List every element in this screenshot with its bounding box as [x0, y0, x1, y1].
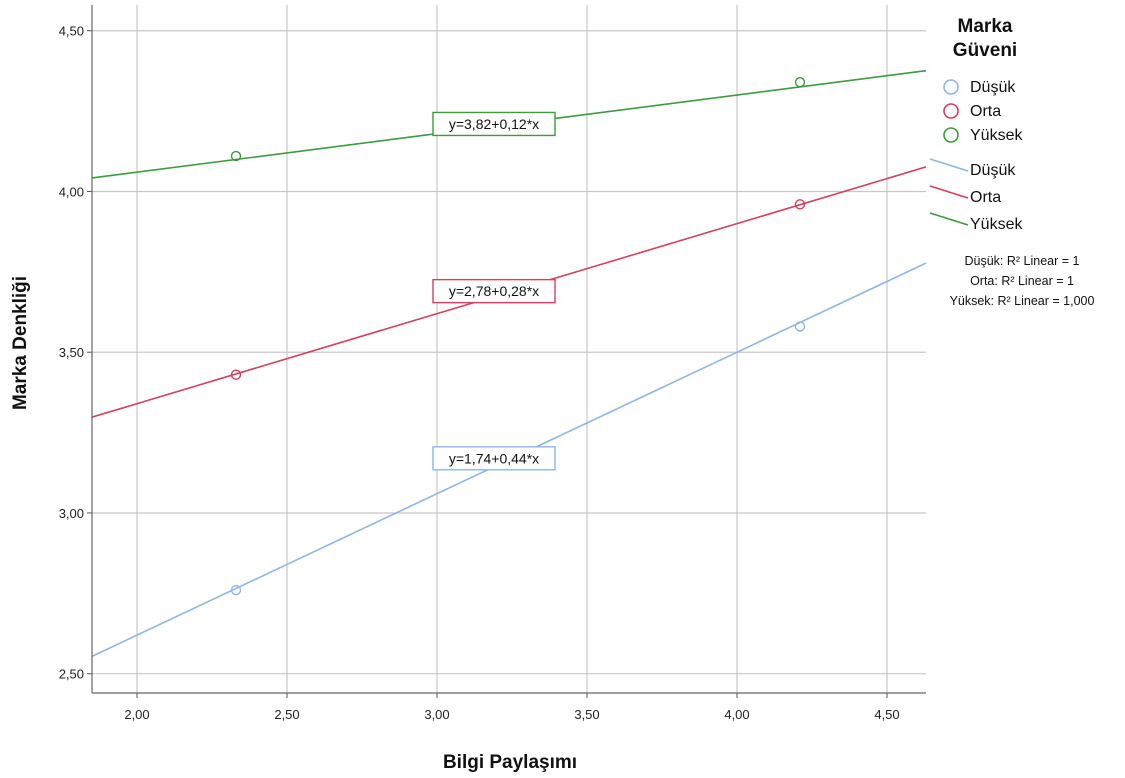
equation-box: [432, 278, 556, 304]
equation-label: y=3,82+0,12*x: [449, 116, 539, 132]
y-tick-label: 4,50: [59, 24, 84, 39]
x-tick-label: 2,50: [274, 707, 299, 722]
legend-line-symbol: [929, 185, 969, 199]
grid: [92, 5, 926, 693]
legend-label: Orta: [970, 189, 1001, 206]
x-tick-label: 2,00: [124, 707, 149, 722]
x-tick-label: 3,50: [574, 707, 599, 722]
legend-line-symbol: [929, 212, 969, 226]
y-tick-label: 3,50: [59, 345, 84, 360]
legend-label: Düşük: [970, 162, 1016, 179]
fit-lines: [91, 69, 927, 658]
data-point: [794, 76, 806, 88]
legend: Marka Güveni Düşük Orta Yüksek Düşük Orta Yükse…: [929, 16, 1095, 308]
legend-label: Yüksek: [970, 216, 1023, 233]
equation-label: y=2,78+0,28*x: [449, 283, 539, 299]
data-points: [230, 76, 806, 596]
legend-line-symbol: [929, 158, 969, 172]
equation-labels: y=1,74+0,44*x y=2,78+0,28*x y=3,82+0,12*x: [432, 111, 556, 471]
legend-marker-symbol: [943, 79, 959, 95]
equation-label: y=1,74+0,44*x: [449, 450, 539, 466]
data-point: [230, 150, 242, 162]
r2-label: Orta: R² Linear = 1: [970, 274, 1074, 288]
equation-box: [432, 446, 556, 471]
legend-title: Marka: [958, 16, 1013, 37]
y-tick-label: 3,00: [59, 506, 84, 521]
legend-label: Yüksek: [970, 127, 1023, 144]
x-tick-label: 3,00: [424, 707, 449, 722]
r2-label: Düşük: R² Linear = 1: [965, 254, 1080, 268]
data-point: [230, 369, 242, 380]
legend-marker-symbol: [943, 127, 959, 143]
equation-box: [432, 111, 556, 137]
y-axis-title: Marka Denkliği: [10, 276, 31, 410]
legend-marker-symbol: [943, 103, 959, 119]
y-tick-label: 2,50: [59, 667, 84, 682]
legend-label: Düşük: [970, 79, 1016, 96]
legend-label: Orta: [970, 103, 1001, 120]
data-point: [794, 199, 806, 210]
y-tick-label: 4,00: [59, 184, 84, 199]
data-point: [794, 321, 806, 332]
data-point: [230, 584, 242, 596]
x-tick-label: 4,00: [724, 707, 749, 722]
x-axis-title: Bilgi Paylaşımı: [443, 752, 577, 773]
r2-label: Yüksek: R² Linear = 1,000: [950, 294, 1095, 308]
legend-title: Güveni: [953, 40, 1017, 61]
axes: 2,00 2,50 3,00 3,50 4,00 4,50 2,50 3,00 3,50 4,00…: [59, 5, 926, 722]
x-tick-label: 4,50: [874, 707, 899, 722]
